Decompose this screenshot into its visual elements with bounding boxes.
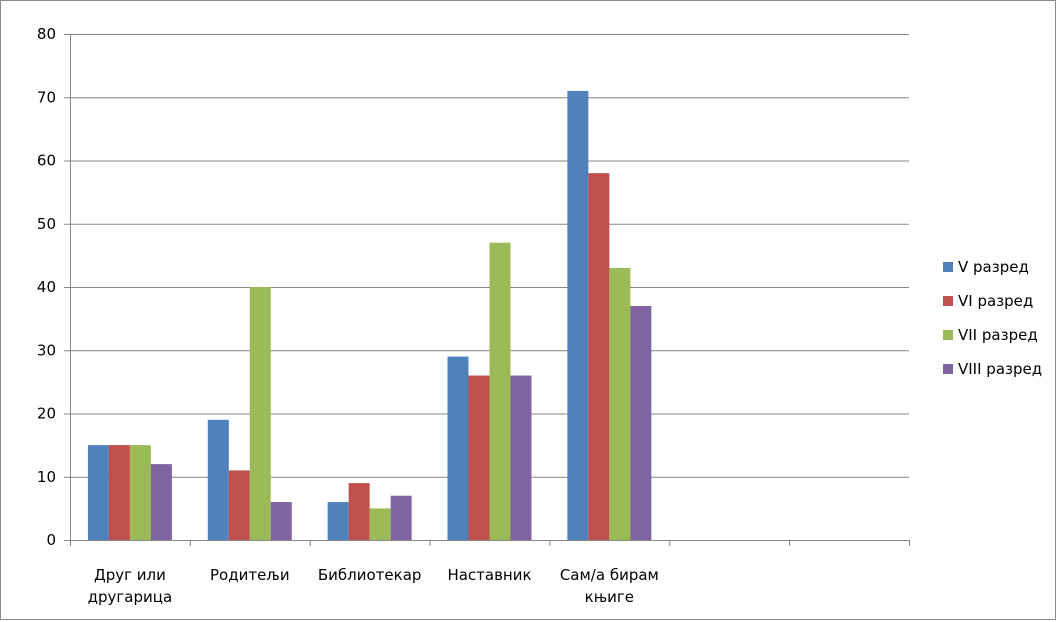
bar — [369, 508, 391, 540]
bar — [447, 356, 469, 540]
bar — [228, 470, 250, 540]
legend-swatch — [943, 364, 953, 374]
y-tick-label: 30 — [37, 341, 56, 359]
x-tick-label: Сам/а бирам — [560, 566, 659, 584]
bar — [567, 90, 589, 541]
y-tick-label: 0 — [46, 531, 56, 549]
y-tick-label: 10 — [37, 468, 56, 486]
axes — [70, 34, 910, 546]
legend-label: V разред — [958, 258, 1029, 276]
x-tick-label: Родитељи — [210, 566, 290, 584]
bar — [588, 173, 610, 540]
legend-swatch — [943, 330, 953, 340]
bar — [207, 419, 229, 540]
bar — [108, 445, 130, 540]
y-tick-label: 40 — [37, 278, 56, 296]
y-tick-label: 50 — [37, 215, 56, 233]
bar — [510, 375, 532, 540]
legend-swatch — [943, 262, 953, 272]
bars — [87, 90, 652, 541]
bar — [489, 242, 511, 540]
legend-label: VI разред — [958, 292, 1033, 310]
x-tick-label: Библиотекар — [318, 566, 422, 584]
bar — [468, 375, 490, 540]
x-tick-label: Друг или — [94, 566, 166, 584]
legend: V разред VI разред VII разред VIII разред — [943, 258, 1042, 378]
bar — [609, 268, 631, 540]
bar — [249, 287, 271, 540]
bar — [348, 483, 370, 540]
legend-swatch — [943, 296, 953, 306]
bar — [630, 305, 652, 540]
x-axis-labels: Друг или другарица Родитељи Библиотекар Наст… — [88, 566, 659, 606]
x-tick-label: другарица — [88, 588, 173, 606]
x-tick-label: Наставник — [447, 566, 531, 584]
bar — [150, 464, 172, 540]
bar — [327, 502, 349, 540]
y-tick-label: 70 — [37, 88, 56, 106]
bar — [390, 495, 412, 540]
legend-label: VII разред — [958, 326, 1038, 344]
y-tick-label: 60 — [37, 152, 56, 170]
y-tick-label: 80 — [37, 25, 56, 43]
y-tick-label: 20 — [37, 405, 56, 423]
legend-label: VIII разред — [958, 360, 1042, 378]
y-axis-ticks: 0 10 20 30 40 50 60 70 80 — [37, 25, 70, 549]
bar — [87, 445, 109, 540]
bar — [129, 445, 151, 540]
bar — [270, 502, 292, 540]
x-tick-label: књиге — [585, 588, 634, 606]
